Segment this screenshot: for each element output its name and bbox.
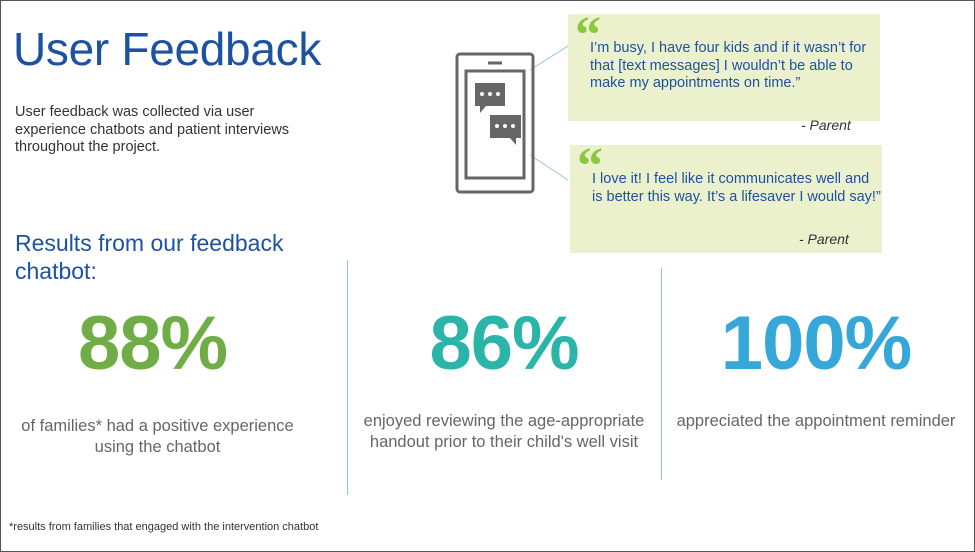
quote-attribution: - Parent [801, 117, 851, 133]
quote-card-2: “ I love it! I feel like it communicates… [570, 138, 882, 253]
column-divider [347, 260, 348, 495]
stat-description: enjoyed reviewing the age-appropriate ha… [363, 412, 645, 451]
quote-attribution: - Parent [799, 231, 849, 247]
quote-mark-icon: “ [575, 7, 601, 64]
stat-value-positive-experience: 88% [77, 301, 228, 386]
quote-card-1: “ I’m busy, I have four kids and if it w… [568, 7, 880, 121]
results-heading: Results from our feedback chatbot: [15, 230, 284, 284]
column-divider [661, 268, 662, 480]
quote-text: I’m busy, I have four kids and if it was… [590, 40, 867, 91]
stat-value-reminder: 100% [720, 301, 912, 386]
quote-text: I love it! I feel like it communicates w… [592, 171, 881, 205]
quote-mark-icon: “ [577, 138, 603, 195]
stat-value-handout: 86% [429, 301, 579, 386]
stat-description: of families* had a positive experience u… [21, 417, 294, 456]
page-title: User Feedback [13, 23, 322, 75]
stat-description: appreciated the appointment reminder [676, 412, 956, 430]
footnote: *results from families that engaged with… [9, 521, 319, 533]
intro-text: User feedback was collected via user exp… [15, 104, 290, 155]
smartphone-chat-icon [455, 45, 569, 194]
